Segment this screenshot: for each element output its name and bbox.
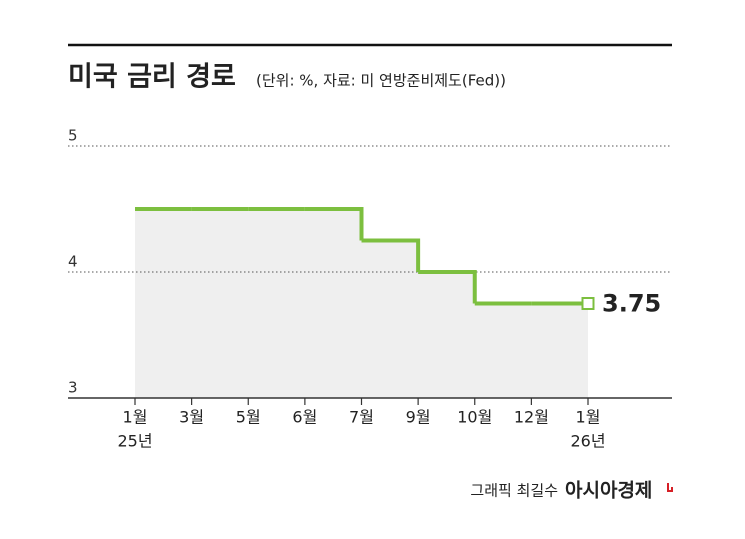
step-segment [361, 238, 421, 272]
step-segment [304, 207, 364, 241]
end-marker [581, 297, 595, 310]
x-tick-label: 1월 [123, 408, 148, 427]
x-tick-label: 3월 [179, 408, 204, 427]
chart-subtitle: (단위: %, 자료: 미 연방준비제도(Fed)) [256, 72, 506, 90]
publisher-mark [667, 483, 673, 492]
step-segment [418, 270, 477, 304]
chart-title: 미국 금리 경로 [68, 62, 236, 93]
plot: 3 4 5 1월 25년 3월 5월 6월 7월 9월 10월 12월 1월 26년 3.75 [68, 127, 672, 451]
y-tick-label: 5 [68, 127, 78, 145]
y-tick-label: 4 [68, 253, 78, 271]
x-tick-label: 12월 [514, 408, 549, 427]
x-tick-label: 1월 [576, 408, 601, 427]
x-tick-label: 9월 [406, 408, 431, 427]
x-tick-label: 5월 [236, 408, 261, 427]
area [135, 209, 588, 398]
y-tick-label: 3 [68, 379, 78, 397]
data-label: 3.75 [602, 290, 661, 318]
credit: 그래픽 최길수 [470, 482, 558, 500]
publisher: 아시아경제 [565, 480, 652, 502]
x-tick-label: 7월 [349, 408, 374, 427]
x-tick-label: 10월 [457, 408, 492, 427]
x-tick-label: 6월 [292, 408, 317, 427]
x-year-label: 25년 [117, 432, 152, 451]
x-year-label: 26년 [570, 432, 605, 451]
